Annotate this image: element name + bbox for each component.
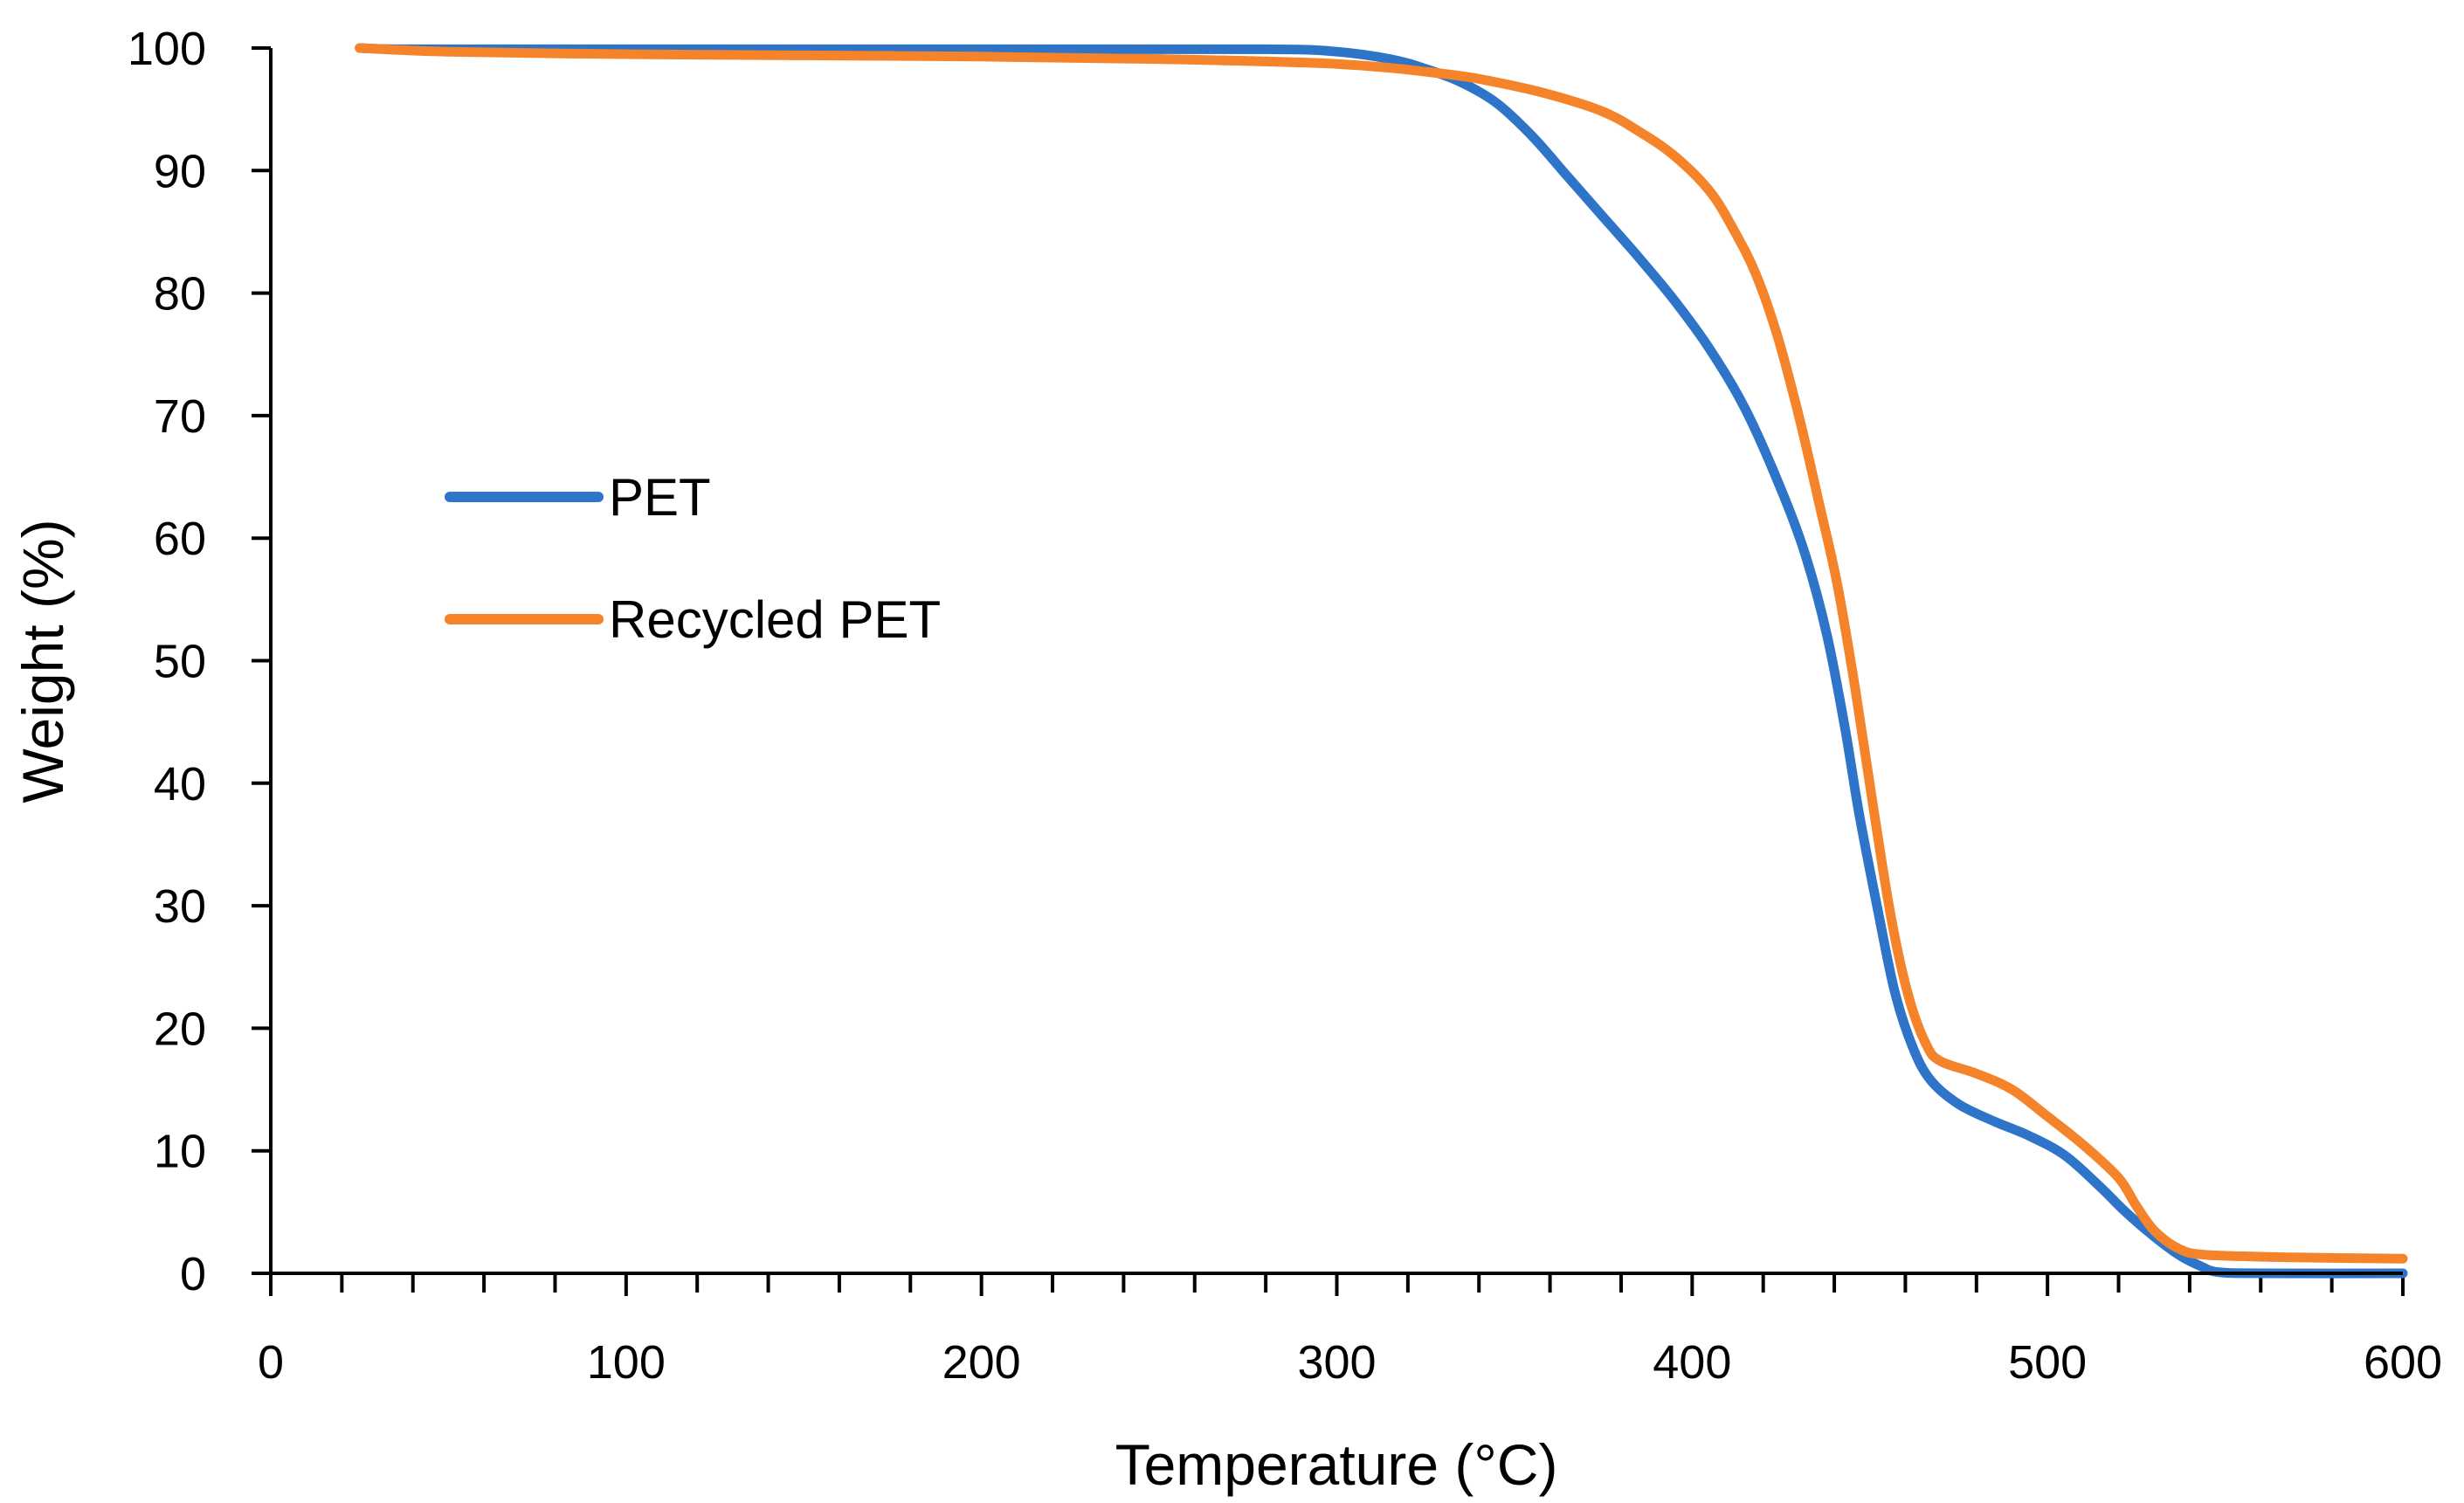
- y-tick-label: 50: [154, 636, 206, 688]
- legend: PET Recycled PET: [445, 468, 941, 649]
- legend-label-recycled-pet: Recycled PET: [609, 590, 941, 649]
- x-tick-label: 0: [258, 1336, 284, 1389]
- legend-label-pet: PET: [609, 468, 711, 527]
- y-tick-label: 0: [180, 1248, 206, 1300]
- x-axis-title: Temperature (°C): [1115, 1432, 1558, 1497]
- x-tick-label: 300: [1297, 1336, 1376, 1389]
- ticks-layer: 0 100 200 300 400 500 600 0 10 20 30 40 50 60 70 80 90 10…: [128, 23, 2442, 1389]
- series-layer: [355, 43, 2408, 1279]
- y-axis-title: Weight (%): [10, 519, 75, 803]
- y-tick-label: 10: [154, 1126, 206, 1178]
- y-tick-label: 90: [154, 145, 206, 197]
- x-tick-label: 200: [942, 1336, 1021, 1389]
- y-tick-label: 30: [154, 880, 206, 933]
- y-tick-label: 40: [154, 758, 206, 810]
- y-tick-label: 60: [154, 513, 206, 565]
- y-tick-label: 20: [154, 1003, 206, 1055]
- series-line-pet: [355, 43, 2408, 1279]
- y-tick-label: 70: [154, 390, 206, 443]
- x-tick-label: 500: [2008, 1336, 2087, 1389]
- y-tick-label: 100: [128, 23, 206, 75]
- y-tick-label: 80: [154, 268, 206, 321]
- x-tick-label: 100: [587, 1336, 666, 1389]
- series-line-recycled-pet: [355, 43, 2408, 1264]
- x-tick-label: 400: [1653, 1336, 1731, 1389]
- x-tick-label: 600: [2364, 1336, 2442, 1389]
